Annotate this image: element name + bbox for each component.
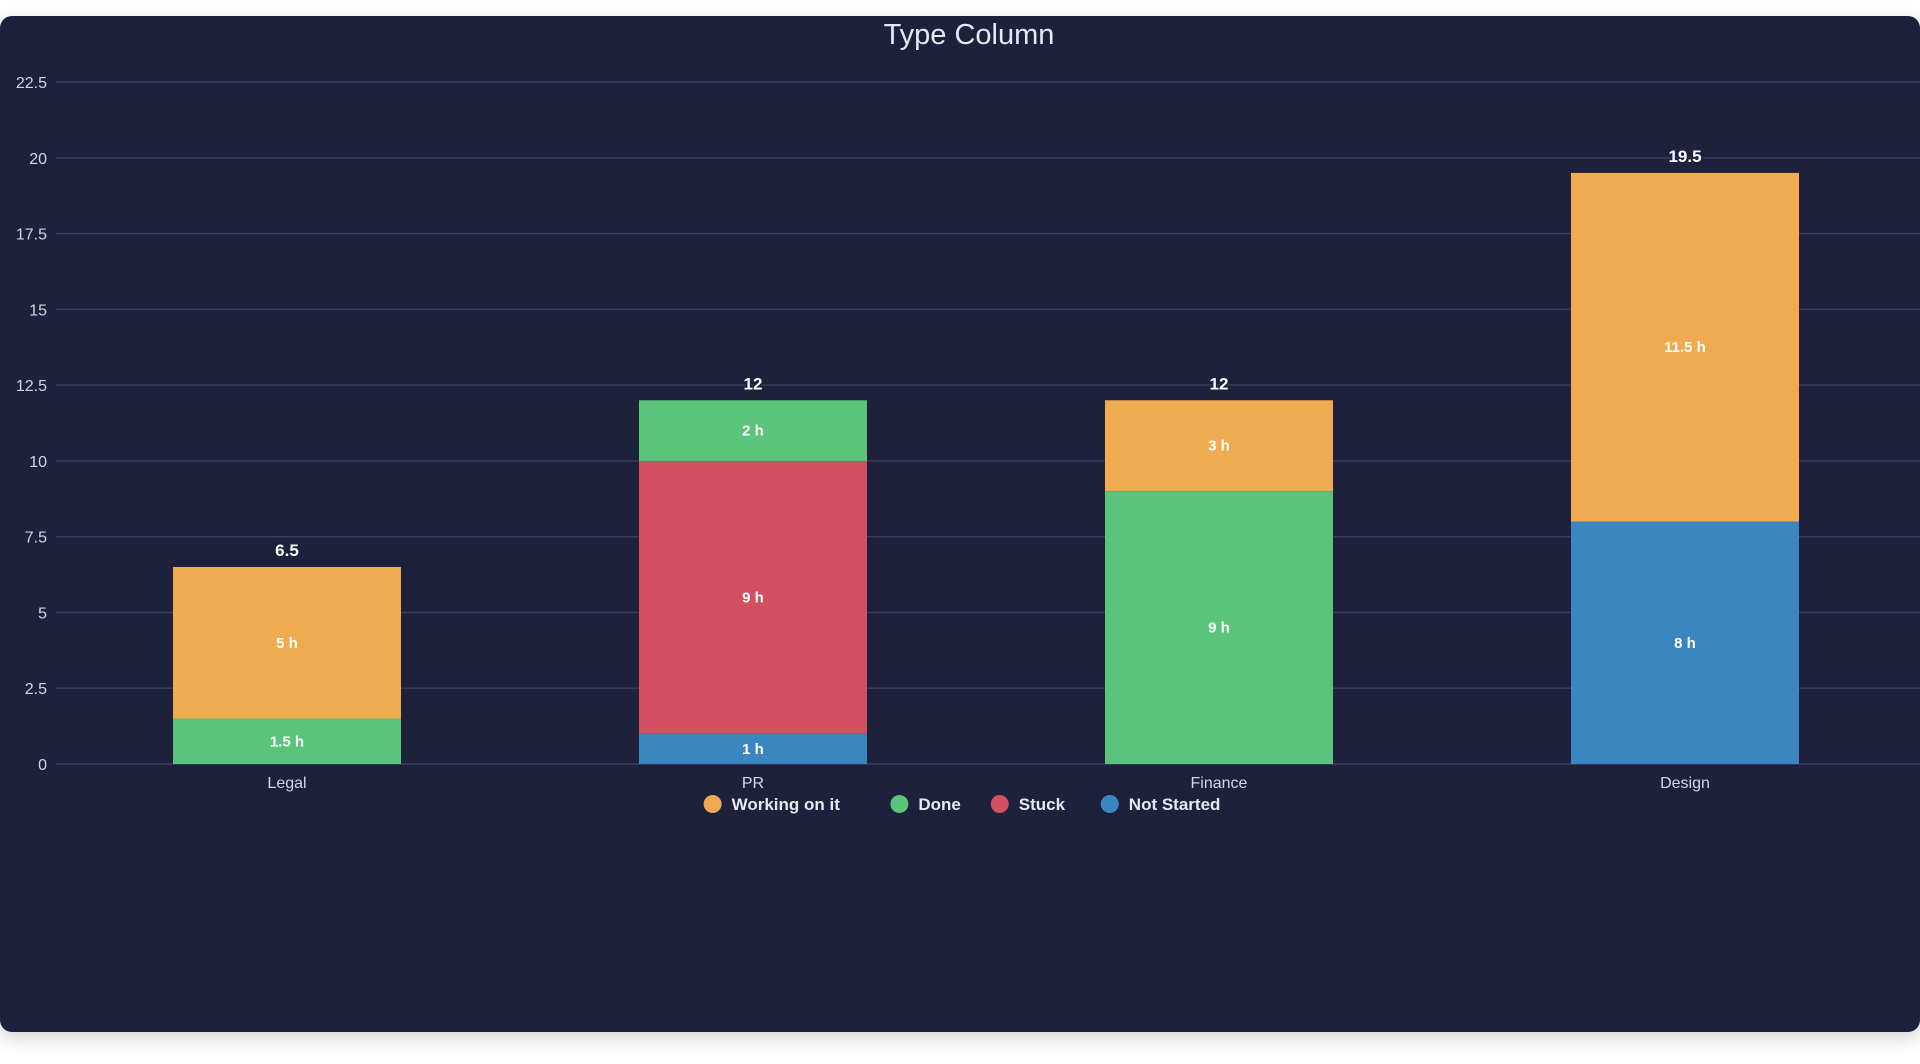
legend-swatch <box>890 795 909 813</box>
legend-label: Done <box>918 795 961 814</box>
chart-title: Type Column <box>884 19 1055 51</box>
chart-panel: Type Column 0 2.5 5 7.5 10 12.5 15 17.5 20 22.5 1… <box>0 16 1920 1032</box>
y-tick-label: 0 <box>38 757 47 774</box>
legend-swatch <box>990 795 1009 813</box>
bar-total-label: 12 <box>744 374 763 393</box>
stacked-bar-chart: Type Column 0 2.5 5 7.5 10 12.5 15 17.5 20 22.5 1… <box>16 19 1920 814</box>
grid: 0 2.5 5 7.5 10 12.5 15 17.5 20 22.5 <box>16 75 1920 774</box>
legend-label: Not Started <box>1129 795 1221 814</box>
y-tick-label: 12.5 <box>16 378 47 395</box>
y-tick-label: 7.5 <box>25 530 47 547</box>
y-tick-label: 10 <box>29 454 47 471</box>
legend-label: Working on it <box>732 795 841 814</box>
bar-segment-design-not-started[interactable] <box>1571 521 1799 764</box>
y-tick-label: 17.5 <box>16 227 47 244</box>
legend-swatch <box>1100 795 1119 813</box>
segment-value-label: 3 h <box>1208 438 1230 455</box>
segment-value-label: 1.5 h <box>270 733 304 750</box>
segment-value-label: 5 h <box>276 635 298 652</box>
legend-label: Stuck <box>1019 795 1066 814</box>
segment-value-label: 8 h <box>1674 635 1696 652</box>
y-tick-label: 22.5 <box>16 75 47 92</box>
segment-value-label: 2 h <box>742 423 764 440</box>
y-tick-label: 5 <box>38 605 47 622</box>
legend[interactable]: Working on it Done Stuck Not Started <box>703 795 1221 814</box>
bar-segment-legal-done[interactable] <box>173 718 401 764</box>
x-tick-label: Finance <box>1191 775 1248 792</box>
bars: 1.5 h 5 h 6.5 1 h 9 h 2 h 12 9 h 3 h 12 8 h 11.5 h 1… <box>173 145 1799 764</box>
x-tick-label: Design <box>1660 775 1710 792</box>
legend-item-not-started[interactable]: Not Started <box>1100 795 1221 814</box>
x-axis: Legal PR Finance Design <box>267 775 1709 792</box>
y-tick-label: 20 <box>29 151 47 168</box>
bar-segment-pr-not-started[interactable] <box>639 733 867 764</box>
bar-segment-design-working-on-it[interactable] <box>1571 172 1799 522</box>
y-tick-label: 2.5 <box>25 681 47 698</box>
segment-value-label: 9 h <box>1208 620 1230 637</box>
bar-segment-finance-working-on-it[interactable] <box>1105 400 1333 492</box>
bar-total-label: 12 <box>1210 374 1229 393</box>
y-tick-label: 15 <box>29 302 47 319</box>
legend-swatch <box>703 795 722 813</box>
segment-value-label: 11.5 h <box>1664 339 1706 356</box>
x-tick-label: PR <box>742 775 764 792</box>
bar-segment-legal-working-on-it[interactable] <box>173 566 401 719</box>
bar-total-label: 6.5 <box>275 541 299 560</box>
legend-item-done[interactable]: Done <box>890 795 961 814</box>
legend-item-working-on-it[interactable]: Working on it <box>703 795 841 814</box>
segment-value-label: 1 h <box>742 741 764 758</box>
x-tick-label: Legal <box>267 775 306 792</box>
bar-total-label: 19.5 <box>1668 147 1701 166</box>
segment-value-label: 9 h <box>742 589 764 606</box>
bar-segment-pr-stuck[interactable] <box>639 460 867 734</box>
legend-item-stuck[interactable]: Stuck <box>990 795 1066 814</box>
bar-segment-pr-done[interactable] <box>639 400 867 461</box>
bar-segment-finance-done[interactable] <box>1105 491 1333 764</box>
